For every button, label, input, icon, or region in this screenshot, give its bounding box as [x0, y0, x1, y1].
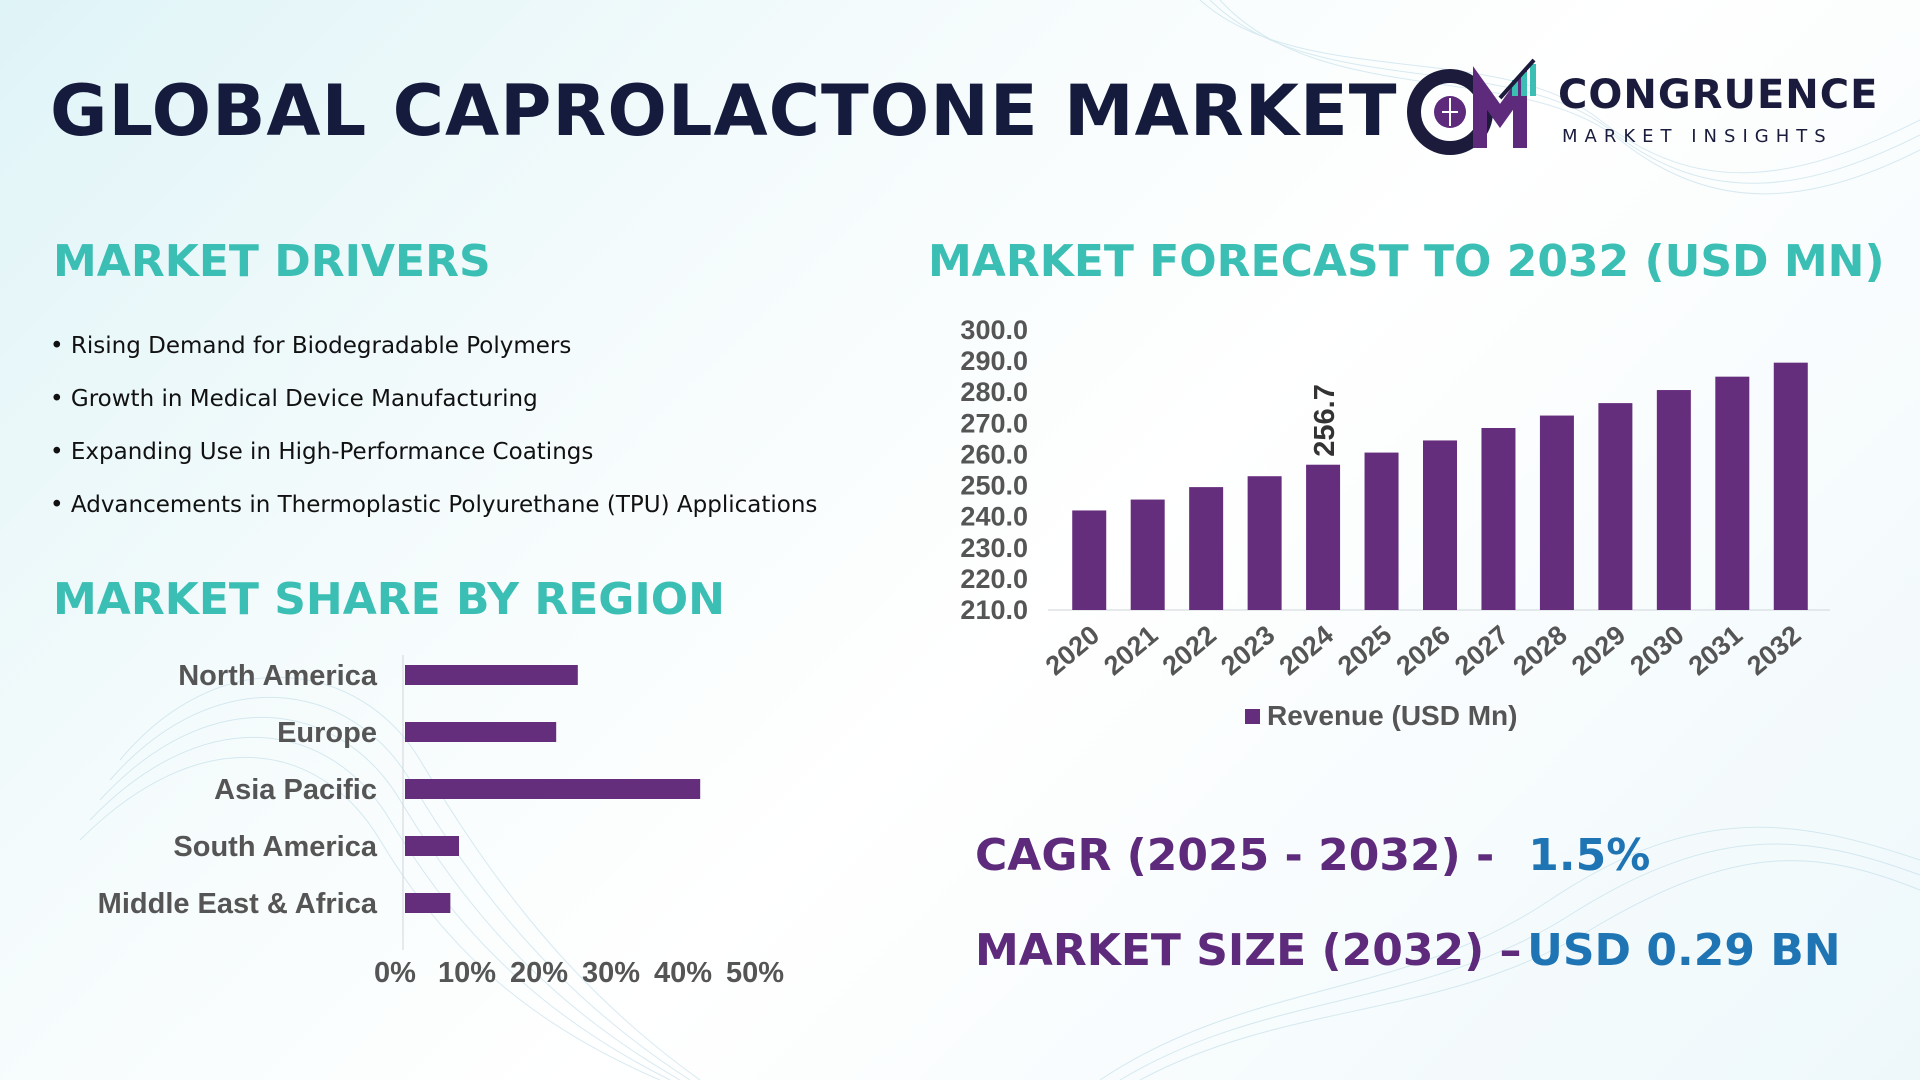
forecast-bar: [1072, 510, 1107, 610]
x-tick-label: 2026: [1391, 620, 1456, 682]
region-bar: [405, 893, 451, 913]
y-tick-label: 260.0: [960, 439, 1028, 469]
forecast-bar: [1539, 415, 1574, 610]
region-label: Middle East & Africa: [98, 888, 378, 920]
region-label: Europe: [277, 717, 377, 749]
market-size-value: USD 0.29 BN: [1527, 925, 1841, 976]
driver-item: Growth in Medical Device Manufacturing: [50, 378, 817, 431]
region-bar: [405, 665, 578, 685]
data-label: 256.7: [1309, 384, 1341, 457]
y-tick-label: 240.0: [960, 502, 1028, 532]
brand-name: CONGRUENCE: [1558, 72, 1879, 118]
forecast-chart: 300.0290.0280.0270.0260.0250.0240.0230.0…: [960, 315, 1830, 731]
region-label: North America: [178, 660, 378, 692]
market-size-label: MARKET SIZE (2032) –: [975, 925, 1522, 976]
region-bar: [405, 722, 557, 742]
x-tick-label: 2027: [1449, 620, 1514, 682]
forecast-bar: [1598, 403, 1633, 610]
y-tick-label: 300.0: [960, 315, 1028, 345]
y-tick-label: 280.0: [960, 377, 1028, 407]
region-bar: [405, 836, 459, 856]
forecast-bar: [1364, 452, 1399, 610]
driver-item: Rising Demand for Biodegradable Polymers: [50, 325, 817, 378]
brand-logo: CONGRUENCE MARKET INSIGHTS: [1400, 52, 1880, 162]
page-title: GLOBAL CAPROLACTONE MARKET: [50, 70, 1398, 152]
x-tick-label: 30%: [582, 957, 640, 989]
region-share-chart: North America Europe Asia Pacific South Ame…: [98, 655, 784, 989]
market-drivers-list: Rising Demand for Biodegradable Polymers…: [50, 325, 818, 537]
legend-swatch: [1245, 709, 1260, 724]
x-tick-label: 2030: [1624, 620, 1689, 682]
x-tick-label: 2032: [1741, 620, 1806, 682]
y-tick-label: 220.0: [960, 564, 1028, 594]
cagr-value: 1.5%: [1528, 830, 1651, 881]
x-tick-label: 2020: [1040, 620, 1105, 682]
region-bar: [405, 779, 701, 799]
x-tick-label: 40%: [654, 957, 712, 989]
forecast-bar: [1481, 428, 1516, 610]
forecast-bar: [1656, 390, 1691, 610]
region-label: South America: [173, 831, 377, 863]
market-size-stat: MARKET SIZE (2032) – USD 0.29 BN: [975, 925, 1841, 976]
logo-monogram-icon: [1407, 58, 1536, 155]
cagr-stat: CAGR (2025 - 2032) - 1.5%: [975, 830, 1650, 881]
forecast-bar: [1247, 476, 1282, 610]
forecast-bar: [1130, 499, 1165, 610]
region-label: Asia Pacific: [214, 774, 377, 806]
x-tick-label: 2025: [1332, 620, 1397, 682]
y-tick-label: 230.0: [960, 533, 1028, 563]
brand-tagline: MARKET INSIGHTS: [1562, 126, 1833, 147]
region-share-heading: MARKET SHARE BY REGION: [53, 574, 725, 625]
driver-item: Advancements in Thermoplastic Polyuretha…: [50, 484, 818, 537]
cagr-label: CAGR (2025 - 2032) -: [975, 830, 1495, 881]
x-tick-label: 2023: [1215, 620, 1280, 682]
x-tick-label: 2021: [1098, 620, 1163, 682]
legend-label: Revenue (USD Mn): [1267, 700, 1517, 731]
market-drivers-heading: MARKET DRIVERS: [53, 236, 491, 287]
forecast-bar: [1715, 376, 1750, 610]
forecast-bar: [1423, 440, 1457, 610]
y-tick-label: 270.0: [960, 408, 1028, 438]
forecast-bar: [1189, 487, 1224, 610]
x-tick-label: 2024: [1274, 620, 1339, 682]
x-tick-label: 2031: [1683, 620, 1748, 682]
forecast-bar: [1773, 362, 1808, 610]
driver-item: Expanding Use in High-Performance Coatin…: [50, 431, 817, 484]
x-tick-label: 50%: [726, 957, 784, 989]
x-tick-label: 2028: [1507, 620, 1572, 682]
forecast-bar: [1306, 464, 1341, 610]
x-tick-label: 2022: [1157, 620, 1222, 682]
forecast-heading: MARKET FORECAST TO 2032 (USD MN): [928, 236, 1885, 287]
y-tick-label: 290.0: [960, 346, 1028, 376]
y-tick-label: 250.0: [960, 471, 1028, 501]
x-tick-label: 0%: [374, 957, 416, 989]
x-tick-label: 20%: [510, 957, 568, 989]
x-tick-label: 10%: [438, 957, 496, 989]
x-tick-label: 2029: [1566, 620, 1631, 682]
y-tick-label: 210.0: [960, 595, 1028, 625]
